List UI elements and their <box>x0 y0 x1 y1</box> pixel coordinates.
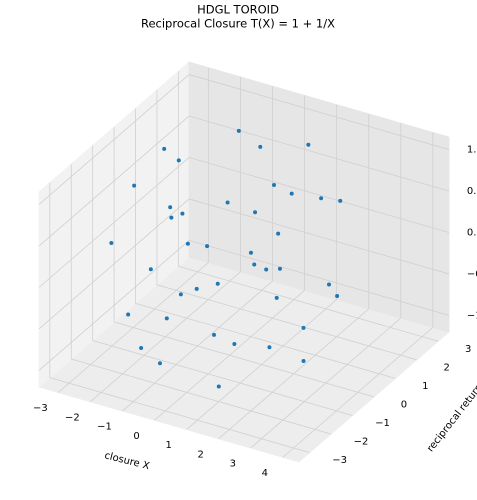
point <box>276 231 281 236</box>
point <box>176 158 181 163</box>
point <box>164 316 169 321</box>
point <box>109 241 114 246</box>
point <box>162 146 167 151</box>
z-tick-label: −0.5 <box>467 269 477 280</box>
x-tick-label: 0 <box>133 431 139 442</box>
grid-line <box>188 157 450 233</box>
point <box>258 144 263 149</box>
y-tick-label: −2 <box>354 437 369 448</box>
point <box>205 244 210 249</box>
point <box>225 200 230 205</box>
point <box>157 361 162 366</box>
z-tick-label: 1.0 <box>467 145 477 156</box>
point <box>306 142 311 147</box>
point <box>319 196 324 201</box>
grid-line <box>38 74 190 205</box>
grid-line <box>188 115 450 192</box>
chart-title: HDGL TOROID <box>197 3 279 17</box>
point <box>236 128 241 133</box>
point <box>168 205 173 210</box>
y-axis-label: reciprocal return <box>425 382 477 454</box>
grid-line <box>156 284 417 361</box>
point <box>126 312 131 317</box>
x-tick-label: −1 <box>97 422 112 433</box>
grid-line <box>188 74 450 150</box>
point <box>289 191 294 196</box>
x-tick-label: 1 <box>165 440 171 451</box>
grid-line <box>92 340 353 416</box>
point <box>178 292 183 297</box>
y-tick-label: 2 <box>444 362 450 373</box>
x-tick-label: −2 <box>65 412 80 423</box>
point <box>180 211 185 216</box>
point <box>194 286 199 291</box>
x-tick-label: 4 <box>262 468 268 479</box>
point <box>326 282 331 287</box>
point <box>301 359 306 364</box>
point <box>248 250 253 255</box>
x-tick-label: 3 <box>230 459 236 470</box>
point <box>212 332 216 337</box>
grid-line <box>38 115 190 247</box>
point <box>169 215 174 220</box>
x-axis-label: closure X <box>103 450 150 472</box>
point <box>272 183 276 188</box>
point <box>335 293 340 298</box>
point <box>277 266 282 271</box>
point <box>232 341 237 346</box>
point <box>264 267 269 272</box>
grid-line <box>188 198 450 275</box>
grid-line <box>113 321 375 398</box>
point <box>267 345 272 350</box>
x-tick-label: −3 <box>33 403 48 414</box>
grid-line <box>38 198 190 330</box>
grid-line <box>38 157 190 288</box>
x-tick-label: 2 <box>198 449 204 460</box>
y-tick-label: −1 <box>375 418 390 429</box>
y-tick-label: −3 <box>332 455 347 466</box>
point <box>338 198 343 203</box>
y-tick-label: 0 <box>401 399 407 410</box>
point <box>301 325 306 330</box>
grid-line <box>178 265 439 342</box>
point <box>274 295 279 300</box>
grid-line <box>188 240 450 316</box>
grid-line <box>71 358 332 435</box>
point <box>216 384 221 389</box>
point <box>148 267 153 272</box>
point <box>252 262 257 267</box>
z-tick-label: 0.0 <box>467 227 477 238</box>
point <box>139 345 144 350</box>
grid-line <box>135 302 396 379</box>
point <box>185 241 190 246</box>
y-tick-label: 3 <box>465 344 471 355</box>
chart-subtitle: Reciprocal Closure T(X) = 1 + 1/X <box>141 17 335 31</box>
panes <box>38 61 450 463</box>
grid-line <box>49 377 310 453</box>
point <box>253 210 258 215</box>
y-tick-label: 1 <box>422 381 428 392</box>
z-tick-label: −1.0 <box>467 310 477 321</box>
point <box>215 281 220 286</box>
grid-line <box>38 240 190 371</box>
z-tick-label: 0.5 <box>467 186 477 197</box>
point <box>132 183 137 188</box>
